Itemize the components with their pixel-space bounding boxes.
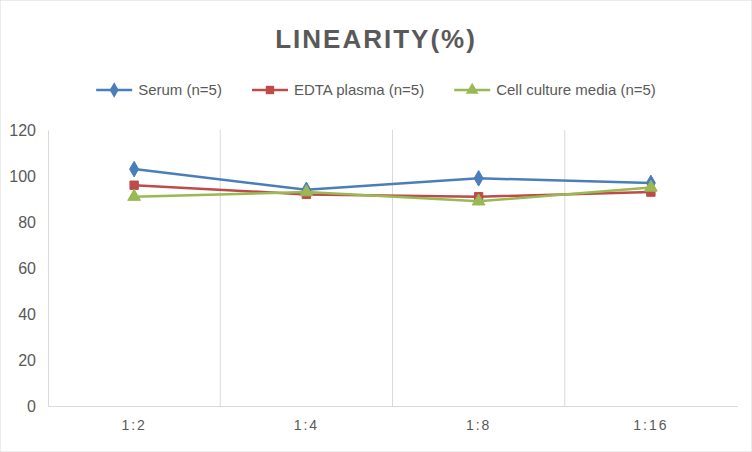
- series-marker: [130, 161, 139, 177]
- legend-label: Cell culture media (n=5): [496, 81, 656, 98]
- x-tick: 1:8: [466, 406, 491, 433]
- x-tick-label: 1:16: [633, 417, 668, 433]
- y-tick: 80: [18, 214, 48, 231]
- y-tick-label: 120: [9, 122, 36, 139]
- x-tick: 1:4: [294, 406, 319, 433]
- legend-label: Serum (n=5): [138, 81, 222, 98]
- legend: Serum (n=5) EDTA plasma (n=5) Cell culture…: [96, 81, 656, 98]
- category-gridline: [392, 130, 393, 406]
- y-tick-label: 20: [18, 352, 36, 369]
- series-marker: [130, 181, 138, 189]
- series-marker: [128, 189, 141, 200]
- legend-marker: [266, 86, 274, 94]
- series-marker: [645, 180, 658, 191]
- series-line: [134, 188, 651, 202]
- x-tick: 1:2: [121, 406, 146, 433]
- y-tick: 120: [9, 122, 48, 139]
- legend-label: EDTA plasma (n=5): [294, 81, 424, 98]
- series-line: [134, 169, 651, 190]
- x-tick-label: 1:4: [294, 417, 319, 433]
- y-tick-label: 100: [9, 168, 36, 185]
- legend-marker: [466, 83, 479, 94]
- grid: [220, 130, 565, 406]
- category-gridline: [220, 130, 221, 406]
- plot: 0 20 40 60 80 100 120 1:2 1:4 1:8 1:16: [9, 122, 737, 433]
- chart-title: LINEARITY(%): [275, 24, 477, 54]
- x-axis: 1:2 1:4 1:8 1:16: [49, 406, 738, 433]
- y-tick: 0: [27, 398, 48, 415]
- legend-marker: [110, 82, 119, 98]
- x-tick: 1:16: [633, 406, 668, 433]
- x-tick-label: 1:8: [466, 417, 491, 433]
- x-tick-label: 1:2: [121, 417, 146, 433]
- y-tick: 40: [18, 306, 48, 323]
- chart: LINEARITY(%) 0 20 40 60 80 100 120 1:2 1:4 1:8 1:16…: [0, 0, 752, 452]
- legend-item: EDTA plasma (n=5): [252, 81, 424, 98]
- legend-item: Serum (n=5): [96, 81, 222, 98]
- y-tick: 20: [18, 352, 48, 369]
- category-gridline: [564, 130, 565, 406]
- y-axis-line: [48, 131, 49, 407]
- legend-item: Cell culture media (n=5): [454, 81, 656, 98]
- y-tick-label: 80: [18, 214, 36, 231]
- chart-background: [0, 0, 752, 452]
- y-tick-label: 0: [27, 398, 36, 415]
- y-tick-label: 40: [18, 306, 36, 323]
- y-axis: 0 20 40 60 80 100 120: [9, 122, 48, 415]
- y-tick: 60: [18, 260, 48, 277]
- series-marker: [474, 171, 483, 187]
- series-layer: [128, 161, 657, 205]
- y-tick: 100: [9, 168, 48, 185]
- series-marker: [472, 194, 485, 205]
- x-axis-line: [49, 406, 738, 407]
- series-marker: [300, 185, 313, 196]
- y-tick-label: 60: [18, 260, 36, 277]
